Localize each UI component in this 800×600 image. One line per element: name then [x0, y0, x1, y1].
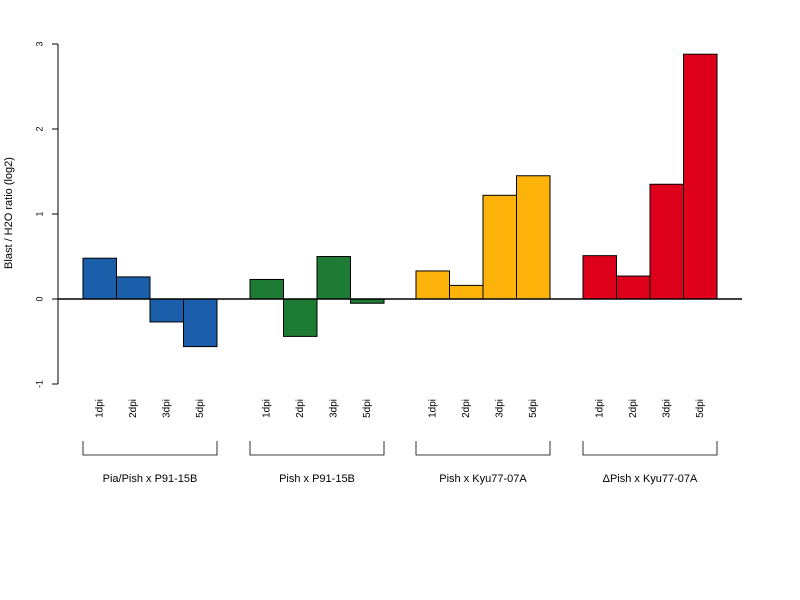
bar	[82, 257, 117, 300]
y-tick-label: 3	[34, 41, 44, 46]
x-tick-label: 3dpi	[661, 399, 672, 418]
group-label: Pish x P91-15B	[279, 473, 355, 485]
x-tick-label: 5dpi	[362, 399, 373, 418]
bars	[82, 53, 718, 348]
group-bracket	[82, 441, 218, 456]
group-bracket	[249, 441, 385, 456]
bar	[616, 275, 651, 300]
bar	[649, 183, 684, 300]
x-tick-label: 2dpi	[128, 399, 139, 418]
y-axis: -1 0 1 2 3	[34, 41, 59, 388]
group-brackets: Pia/Pish x P91-15B Pish x P91-15B Pish x K…	[82, 441, 718, 485]
bar	[449, 284, 484, 300]
bar	[316, 256, 351, 300]
bar	[249, 278, 284, 300]
bar	[283, 298, 318, 337]
x-tick-label: 2dpi	[461, 399, 472, 418]
bar	[482, 194, 517, 300]
x-tick-label: 1dpi	[427, 399, 438, 418]
category-labels: 1dpi 2dpi 3dpi 5dpi 1dpi 2dpi 3dpi 5dpi 1dpi 2dpi…	[94, 399, 706, 418]
x-tick-label: 3dpi	[161, 399, 172, 418]
x-tick-label: 1dpi	[594, 399, 605, 418]
x-tick-label: 3dpi	[494, 399, 505, 418]
bar	[415, 270, 450, 300]
bar	[683, 53, 718, 300]
x-tick-label: 2dpi	[295, 399, 306, 418]
y-tick-label: 2	[34, 126, 44, 131]
bar	[149, 298, 184, 323]
y-axis-title: Blast / H2O ratio (log2)	[3, 157, 15, 269]
y-tick-label: 1	[34, 211, 44, 216]
bar	[116, 276, 151, 300]
x-tick-label: 5dpi	[195, 399, 206, 418]
group-label: Pia/Pish x P91-15B	[103, 473, 198, 485]
x-tick-label: 1dpi	[94, 399, 105, 418]
group-label: ΔPish x Kyu77-07A	[603, 473, 698, 485]
bar	[516, 175, 551, 300]
x-tick-label: 5dpi	[528, 399, 539, 418]
x-tick-label: 2dpi	[628, 399, 639, 418]
x-tick-label: 3dpi	[328, 399, 339, 418]
x-tick-label: 5dpi	[695, 399, 706, 418]
group-bracket	[415, 441, 551, 456]
y-tick-label: -1	[34, 380, 44, 388]
group-bracket	[582, 441, 718, 456]
bar	[582, 255, 617, 300]
x-tick-label: 1dpi	[261, 399, 272, 418]
group-label: Pish x Kyu77-07A	[439, 473, 527, 485]
bar	[183, 298, 218, 348]
y-tick-label: 0	[34, 296, 44, 301]
